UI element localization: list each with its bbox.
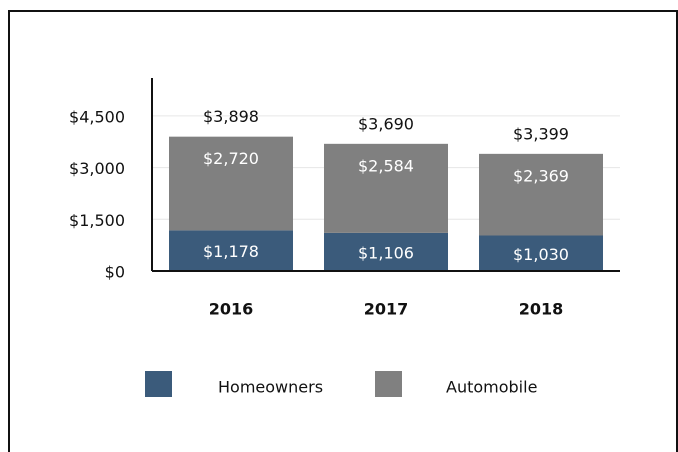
- x-tick-label: 2017: [364, 300, 409, 319]
- frame: [8, 10, 678, 452]
- y-tick-label: $4,500: [69, 107, 125, 126]
- legend-label: Homeowners: [218, 378, 323, 397]
- legend-swatch: [145, 371, 172, 397]
- total-label: $3,898: [203, 107, 259, 126]
- value-label: $1,178: [203, 242, 259, 261]
- total-label: $3,690: [358, 114, 414, 133]
- value-label: $1,030: [513, 245, 569, 264]
- bar-segment: [479, 153, 603, 236]
- legend-swatch: [375, 371, 402, 397]
- bar-segment: [324, 143, 448, 233]
- bar-segment: [169, 136, 293, 231]
- value-label: $2,369: [513, 166, 569, 185]
- value-label: $2,584: [358, 156, 414, 175]
- bar-segment: [169, 230, 293, 271]
- x-tick-label: 2016: [209, 300, 254, 319]
- bar-segment: [324, 232, 448, 271]
- value-label: $2,720: [203, 149, 259, 168]
- x-tick-label: 2018: [519, 300, 564, 319]
- y-tick-label: $3,000: [69, 159, 125, 178]
- y-tick-label: $0: [105, 263, 125, 282]
- value-label: $1,106: [358, 243, 414, 262]
- total-label: $3,399: [513, 124, 569, 143]
- bar-segment: [479, 235, 603, 271]
- legend-label: Automobile: [446, 378, 537, 397]
- y-tick-label: $1,500: [69, 211, 125, 230]
